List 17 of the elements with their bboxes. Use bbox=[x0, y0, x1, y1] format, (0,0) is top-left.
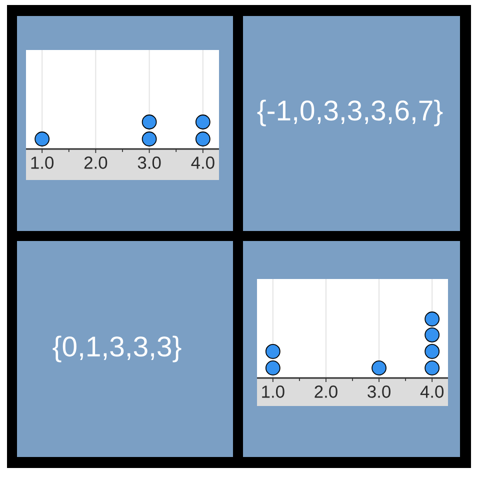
x-tick-label: 1.0 bbox=[262, 386, 284, 398]
x-tick-label: 3.0 bbox=[368, 386, 390, 398]
point bbox=[372, 360, 386, 376]
x-tick-label: 2.0 bbox=[314, 386, 338, 398]
point bbox=[265, 344, 280, 359]
point bbox=[265, 360, 280, 376]
text: {-1,0,3,3,3,6,7} bbox=[257, 100, 443, 126]
point bbox=[424, 327, 440, 342]
point bbox=[424, 360, 440, 376]
x-tick-label: 2.0 bbox=[84, 156, 108, 169]
x-tick-label: 4.0 bbox=[191, 156, 214, 169]
x-tick-label: 4.0 bbox=[420, 386, 444, 398]
point bbox=[424, 344, 440, 359]
x-tick-label: 3.0 bbox=[138, 156, 161, 169]
text: {0,1,3,3,3} bbox=[52, 336, 182, 362]
point bbox=[424, 312, 440, 326]
x-tick-label: 1.0 bbox=[31, 156, 54, 169]
